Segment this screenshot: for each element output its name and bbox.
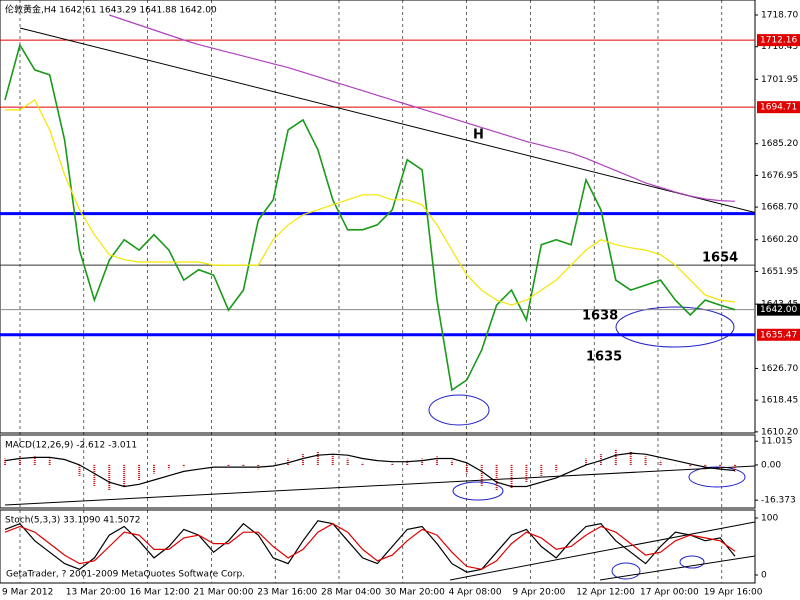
y-tick-label: 1668.70 bbox=[761, 203, 798, 213]
price-tag bbox=[757, 101, 800, 114]
y-tick-label: 0 bbox=[761, 571, 767, 581]
highlight-ellipse bbox=[452, 481, 504, 501]
series-line bbox=[4, 452, 736, 488]
annotation: 1635 bbox=[586, 350, 622, 365]
x-tick-label: 12 Apr 12:00 bbox=[576, 588, 635, 598]
panel-frame bbox=[0, 509, 756, 584]
y-tick-label: 1718.70 bbox=[761, 10, 798, 20]
y-tick-label: 1618.45 bbox=[761, 396, 798, 406]
x-tick-label: 28 Mar 04:00 bbox=[321, 588, 381, 598]
x-tick-label: 19 Apr 16:00 bbox=[704, 588, 763, 598]
x-tick-label: 30 Mar 20:00 bbox=[385, 588, 445, 598]
x-tick-label: 4 Apr 08:00 bbox=[449, 588, 502, 598]
price-tag bbox=[757, 34, 800, 47]
series-line bbox=[4, 42, 736, 392]
y-tick-label: -16.373 bbox=[761, 496, 796, 506]
x-tick-label: 9 Mar 2012 bbox=[2, 588, 53, 598]
x-tick-label: 21 Mar 00:00 bbox=[193, 588, 253, 598]
price-tag-label: 1642.00 bbox=[760, 305, 797, 315]
y-tick-label: 1626.70 bbox=[761, 364, 798, 374]
copyright: GetaTrader, ? 2001-2009 MetaQuotes Softw… bbox=[6, 570, 245, 580]
series-line bbox=[4, 523, 736, 570]
y-tick-label: 1685.20 bbox=[761, 139, 798, 149]
highlight-ellipse bbox=[679, 555, 705, 569]
price-tag-label: 1694.71 bbox=[760, 103, 797, 113]
y-tick-label: 1710.45 bbox=[761, 42, 798, 52]
y-tick-label: 11.015 bbox=[761, 437, 793, 447]
trend-line bbox=[19, 27, 756, 213]
series-line bbox=[4, 520, 736, 573]
series-line bbox=[5, 99, 736, 306]
highlight-ellipse bbox=[688, 466, 746, 488]
x-tick-label: 9 Apr 20:00 bbox=[512, 588, 565, 598]
x-tick-label: 17 Apr 00:00 bbox=[640, 588, 699, 598]
highlight-ellipse bbox=[615, 306, 735, 348]
y-tick-label: 1660.20 bbox=[761, 235, 798, 245]
panel-title: MACD(12,26,9) -2.612 -3.011 bbox=[5, 441, 137, 451]
panel-title: Stoch(5,3,3) 33.1090 41.5072 bbox=[5, 516, 140, 526]
panel-title: 伦敦黄金,H4 1642.61 1643.29 1641.88 1642.00 bbox=[5, 4, 217, 16]
y-tick-label: 1651.95 bbox=[761, 267, 798, 277]
highlight-ellipse bbox=[611, 562, 641, 580]
x-tick-label: 16 Mar 12:00 bbox=[130, 588, 190, 598]
trend-line bbox=[449, 521, 756, 581]
x-tick-label: 23 Mar 16:00 bbox=[257, 588, 317, 598]
highlight-ellipse bbox=[428, 394, 490, 426]
price-tag bbox=[757, 328, 800, 341]
price-tag-label: 1712.16 bbox=[760, 36, 797, 46]
annotation: 1654 bbox=[702, 251, 738, 266]
y-tick-label: 0.00 bbox=[761, 460, 781, 470]
panel-frame bbox=[0, 434, 756, 509]
annotation: 1638 bbox=[582, 309, 618, 324]
y-tick-label: 100 bbox=[761, 513, 778, 523]
y-tick-label: 1701.95 bbox=[761, 75, 798, 85]
price-tag-label: 1635.47 bbox=[760, 330, 797, 340]
annotation: H bbox=[473, 128, 484, 143]
y-tick-label: 1610.20 bbox=[761, 427, 798, 437]
x-tick-label: 13 Mar 20:00 bbox=[66, 588, 126, 598]
series-line bbox=[109, 14, 736, 202]
price-tag bbox=[757, 303, 800, 316]
trend-line bbox=[4, 465, 756, 506]
y-tick-label: 1676.95 bbox=[761, 171, 798, 181]
panel-frame bbox=[0, 0, 756, 434]
trend-line bbox=[599, 555, 756, 581]
